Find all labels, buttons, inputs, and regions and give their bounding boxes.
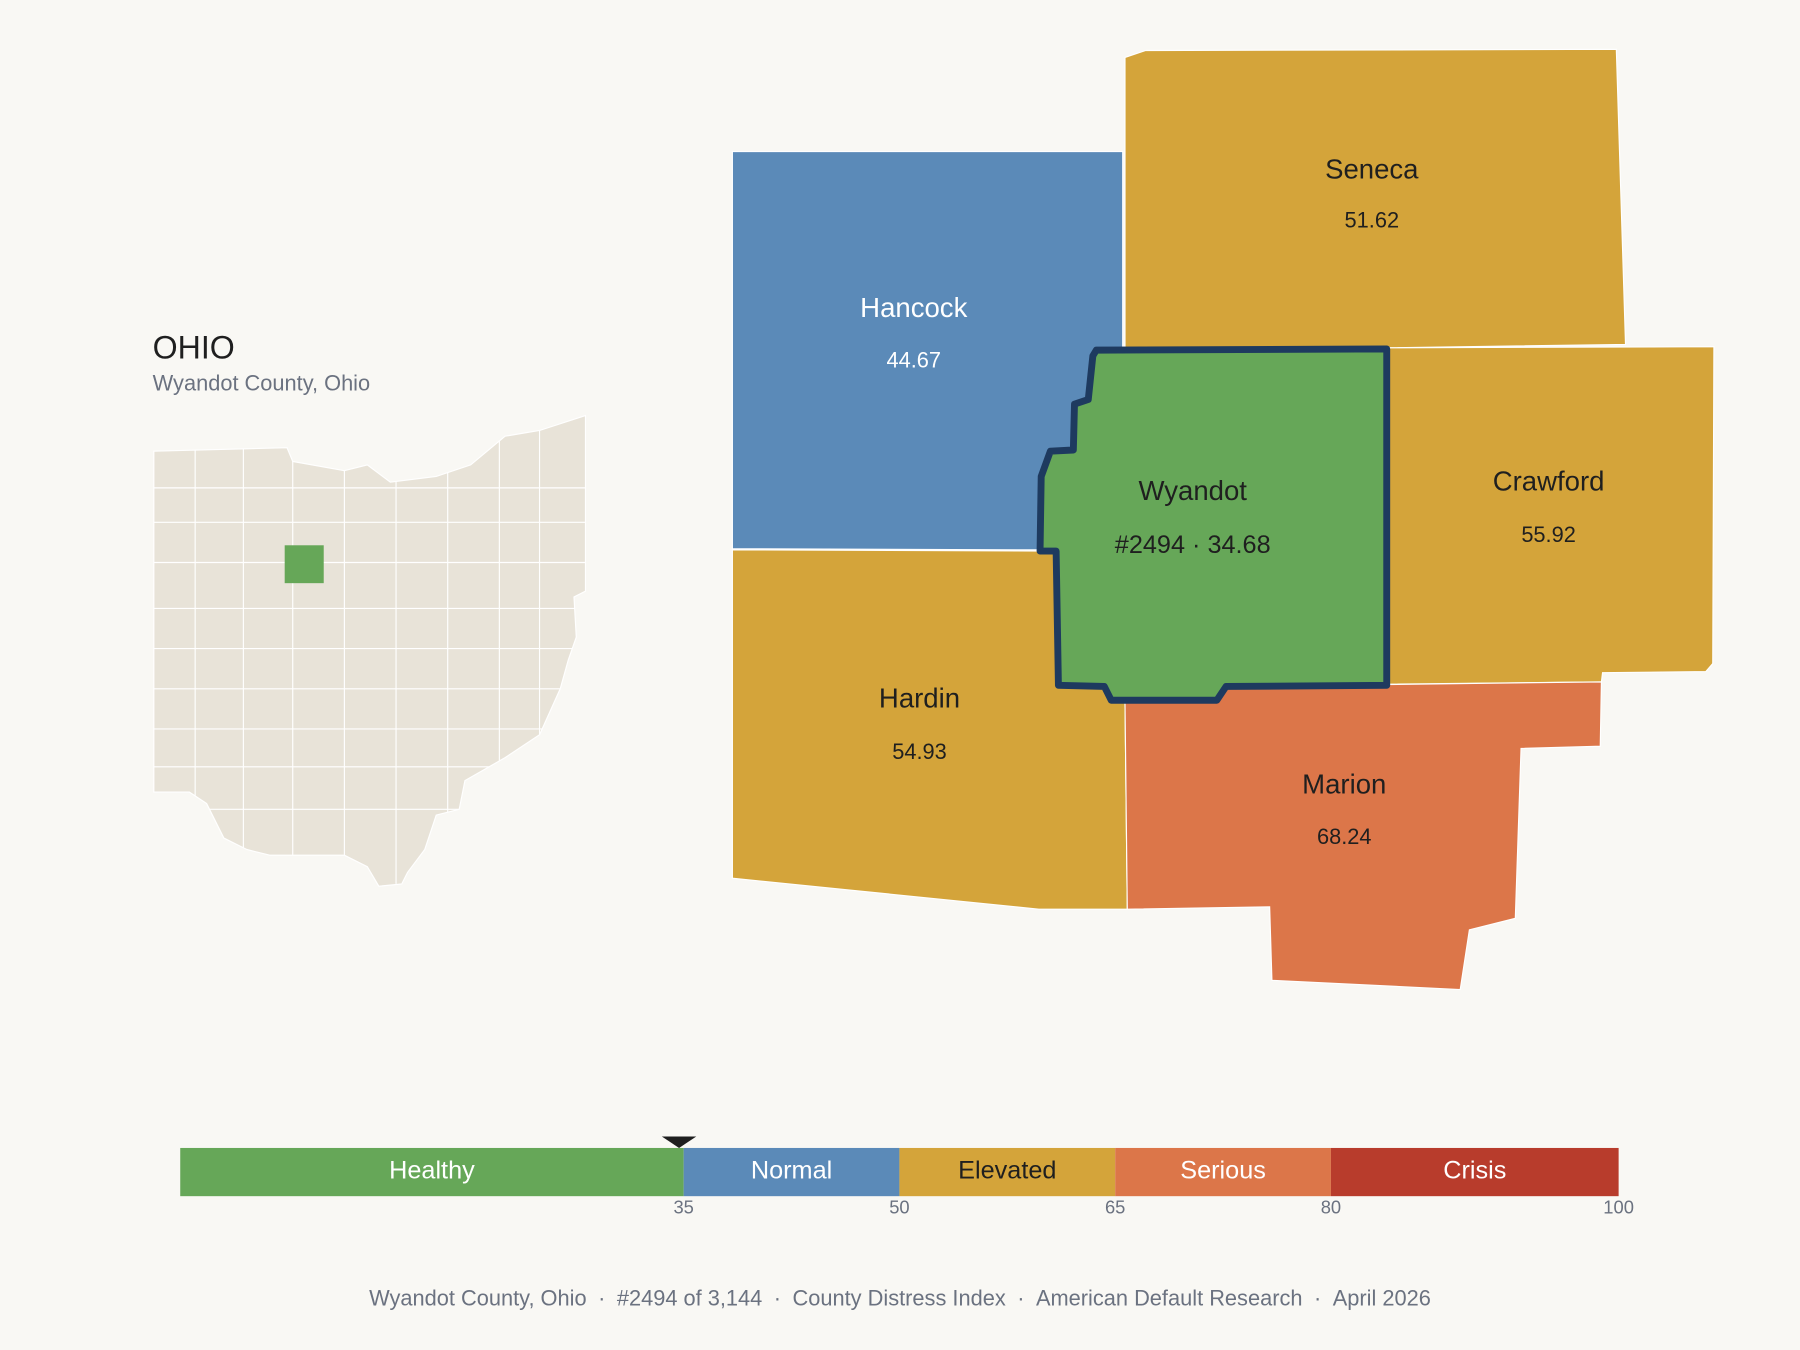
ohio-outline — [153, 414, 587, 887]
county-name: Marion — [1302, 769, 1386, 800]
footer: Wyandot County, Ohio · #2494 of 3,144 · Coun… — [369, 1285, 1431, 1310]
scale-tick-label: 35 — [673, 1197, 693, 1218]
scale-band — [683, 1147, 900, 1197]
footer-separator: · — [598, 1285, 605, 1310]
scale-band — [1330, 1147, 1619, 1197]
county-name: Seneca — [1325, 153, 1419, 184]
county-name: Hardin — [879, 683, 960, 714]
county-value: #2494 · 34.68 — [1115, 531, 1271, 559]
band-label: Elevated — [958, 1157, 1056, 1185]
footer-item: April 2026 — [1333, 1285, 1431, 1310]
scale-marker — [661, 1136, 697, 1148]
band-label: Healthy — [389, 1157, 475, 1185]
county-shape[interactable] — [1036, 345, 1391, 704]
county-name: Crawford — [1493, 466, 1605, 497]
county-value: 68.24 — [1317, 824, 1372, 849]
state-title: OHIO — [153, 330, 235, 366]
scale-tick-label: 65 — [1105, 1197, 1125, 1218]
footer-separator: · — [1017, 1285, 1024, 1310]
distress-scale: Healthy Normal Elevated Serious Crisis 35 50 65… — [180, 1136, 1634, 1218]
county-shape[interactable] — [1124, 48, 1627, 349]
band-label: Crisis — [1443, 1157, 1506, 1185]
scale-band — [899, 1147, 1116, 1197]
band-label: Normal — [751, 1157, 832, 1185]
footer-item: #2494 of 3,144 — [617, 1285, 762, 1310]
county-value: 44.67 — [887, 347, 942, 372]
ohio-county-lines — [153, 424, 586, 884]
scale-tick-label: 50 — [889, 1197, 909, 1218]
scale-band — [1115, 1147, 1331, 1197]
scale-tick-label: 80 — [1321, 1197, 1341, 1218]
scale-tick-label: 100 — [1603, 1197, 1634, 1218]
band-label: Serious — [1180, 1157, 1266, 1185]
footer-item: County Distress Index — [793, 1285, 1006, 1310]
footer-separator: · — [774, 1285, 781, 1310]
county-map: Hancock 44.67 Seneca 51.62 Wyandot #2494 · 34… — [731, 48, 1715, 991]
county-name: Wyandot — [1138, 475, 1247, 506]
footer-item: Wyandot County, Ohio — [369, 1285, 586, 1310]
ohio-inset — [153, 414, 587, 887]
footer-item: American Default Research — [1036, 1285, 1303, 1310]
county-shape[interactable] — [1388, 346, 1715, 685]
county-value: 51.62 — [1345, 207, 1400, 232]
scale-band — [180, 1147, 684, 1197]
county-name: Hancock — [860, 292, 967, 323]
county-value: 55.92 — [1521, 522, 1576, 547]
state-subtitle: Wyandot County, Ohio — [153, 370, 370, 395]
footer-separator: · — [1314, 1285, 1321, 1310]
ohio-highlight — [284, 545, 324, 584]
county-value: 54.93 — [892, 739, 947, 764]
